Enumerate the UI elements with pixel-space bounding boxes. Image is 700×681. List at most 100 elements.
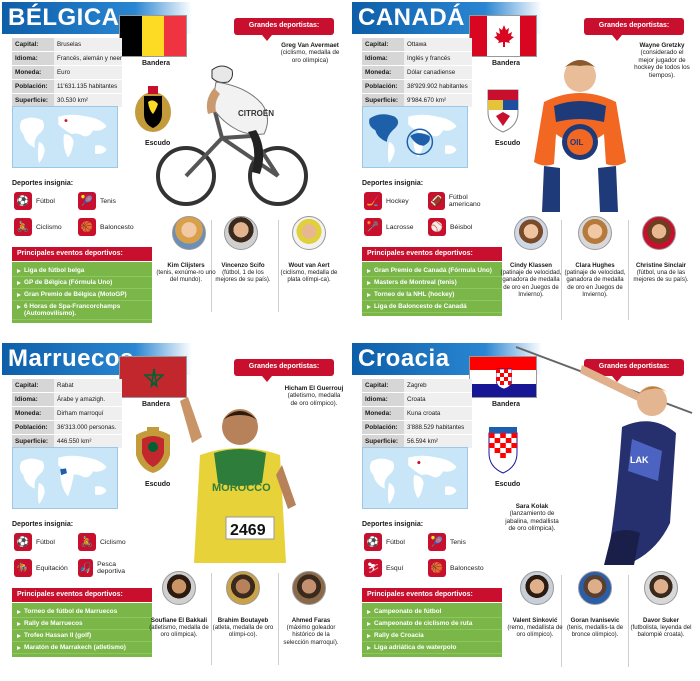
info-key: Población: <box>362 421 404 434</box>
tennis-racket-icon: 🎾 <box>78 192 96 210</box>
athlete-desc: (remo, medallista de oro olímpico). <box>507 624 563 639</box>
sport-label: Tenis <box>100 197 116 205</box>
info-key: Capital: <box>12 38 54 51</box>
info-key: Idioma: <box>362 52 404 65</box>
athletes-heading: Grandes deportistas: <box>584 359 684 382</box>
sport-item: 🚴 Ciclismo <box>78 533 126 551</box>
sport-item: 🎣 Pesca deportiva <box>78 559 138 577</box>
athlete-desc: (patinaje de velocidad, ganadora de meda… <box>564 269 626 298</box>
horse-riding-icon: 🏇 <box>14 559 32 577</box>
shield-label: Escudo <box>145 481 171 488</box>
info-value: 11'631.135 habitantes <box>54 80 122 93</box>
info-value: 30.530 km² <box>54 94 122 107</box>
athlete-caption: Valent Sinković (remo, medallista de oro … <box>504 617 566 639</box>
sport-item: 🏇 Equitación <box>14 559 68 577</box>
hockey-icon: 🏒 <box>364 192 382 210</box>
athlete-caption: Ahmed Faras (máximo goleador histórico de… <box>280 617 342 646</box>
event-item: Masters de Montreal (tenis) <box>362 277 502 290</box>
athlete-desc: (tenis, medallis-ta de bronce olímpico). <box>566 624 624 639</box>
info-value: Rabat <box>54 379 122 392</box>
divider <box>211 220 212 312</box>
world-map-icon <box>362 106 468 168</box>
info-key: Capital: <box>12 379 54 392</box>
divider <box>561 575 562 667</box>
athlete-caption: Clara Hughes (patinaje de velocidad, gana… <box>564 262 626 298</box>
hero-name: Wayne Gretzky <box>639 42 685 49</box>
info-key: Población: <box>362 80 404 93</box>
svg-text:LAK: LAK <box>630 455 649 465</box>
sport-label: Ciclismo <box>100 538 126 546</box>
info-key: Superficie: <box>362 94 404 107</box>
checkerboard-shield-icon <box>496 368 512 389</box>
info-value: 36'313.000 personas. <box>54 421 122 434</box>
coat-of-arms-icon <box>135 86 171 132</box>
events-list: Campeonato de fútbol Campeonato de cicli… <box>362 603 502 658</box>
athlete-photo <box>514 216 548 250</box>
sport-label: Fútbol <box>386 538 405 546</box>
basketball-icon: 🏀 <box>78 218 96 236</box>
sport-item: 🚴 Ciclismo <box>14 218 62 236</box>
hero-caption: Hicham El Guerrouj (atletismo, medalla de… <box>284 385 344 407</box>
info-row: Capital: Rabat <box>12 379 122 393</box>
info-row: Idioma: Croata <box>362 393 472 407</box>
sport-label: Ciclismo <box>36 223 62 231</box>
sport-item: ⛷ Esquí <box>364 559 403 577</box>
javelin-thrower-hero-image: LAK <box>515 346 693 565</box>
info-table: Capital: Ottawa Idioma: Inglés y francés M… <box>362 38 472 108</box>
coat-of-arms-icon <box>136 427 170 473</box>
info-key: Moneda: <box>362 407 404 420</box>
athlete-name: Kim Clijsters <box>167 262 205 269</box>
hero-name: Greg Van Avermaet <box>281 42 339 49</box>
info-value: 446.550 km² <box>54 435 122 448</box>
athlete-desc: (fútbol, 1 de los mejores de su país). <box>215 269 271 284</box>
info-key: Moneda: <box>12 407 54 420</box>
hero-name: Hicham El Guerrouj <box>284 385 344 392</box>
cyclist-icon: 🚴 <box>14 218 32 236</box>
cyclist-icon: 🚴 <box>78 533 96 551</box>
country-panel-croacia: Croacia Bandera Escudo Capital: Zagreb Id… <box>352 343 698 681</box>
athlete-name: Clara Hughes <box>575 262 615 269</box>
athlete-caption: Vincenzo Scifo (fútbol, 1 de los mejores … <box>212 262 274 284</box>
info-key: Superficie: <box>12 94 54 107</box>
sport-label: Lacrosse <box>386 223 414 231</box>
athlete-name: Davor Suker <box>643 617 679 624</box>
sport-item: 🥍 Lacrosse <box>364 218 414 236</box>
sport-item: ⚽ Fútbol <box>14 533 55 551</box>
event-item: Torneo de fútbol de Marruecos <box>12 606 152 619</box>
athletes-heading: Grandes deportistas: <box>234 359 334 382</box>
flag-label: Bandera <box>142 60 171 67</box>
hero-caption: Wayne Gretzky (considerado el mejor jugad… <box>632 42 692 79</box>
info-key: Población: <box>12 80 54 93</box>
coat-of-arms-icon <box>487 89 519 133</box>
sport-label: Fútbol americano <box>448 194 481 208</box>
jersey-text: MOROCCO <box>212 482 271 494</box>
event-item: Campeonato de fútbol <box>362 606 502 619</box>
info-value: Croata <box>404 393 472 406</box>
sport-item: 🎾 Tenis <box>78 192 116 210</box>
svg-text:CITROËN: CITROËN <box>238 109 274 118</box>
athlete-caption: Kim Clijsters (tenis, exnúme-ro uno del m… <box>155 262 217 284</box>
hero-desc: (ciclismo, medalla de oro olímpica) <box>280 49 340 64</box>
athlete-photo <box>292 571 326 605</box>
info-value: Kuna croata <box>404 407 472 420</box>
info-row: Capital: Bruselas <box>12 38 122 52</box>
athlete-name: Valent Sinković <box>512 617 558 624</box>
info-value: Bruselas <box>54 38 122 51</box>
event-item: Rally de Marruecos <box>12 618 152 631</box>
athlete-desc: (atleta, medalla de oro olímpi-co). <box>212 624 274 639</box>
info-row: Población: 3'888.529 habitantes <box>362 421 472 435</box>
sport-label: Equitación <box>36 564 68 572</box>
info-value: Dirham marroquí <box>54 407 122 420</box>
divider <box>278 220 279 312</box>
info-value: Ottawa <box>404 38 472 51</box>
event-item: Campeonato de ciclismo de ruta <box>362 618 502 631</box>
shield-label: Escudo <box>495 481 521 488</box>
info-value: Árabe y amazigh. <box>54 393 122 406</box>
event-item: GP de Bélgica (Fórmula Uno) <box>12 277 152 290</box>
athlete-caption: Davor Suker (futbolista, leyenda del balo… <box>630 617 692 639</box>
athlete-caption: Wout van Aert (ciclismo, medalla de plata… <box>278 262 340 284</box>
athlete-photo <box>162 571 196 605</box>
athlete-caption: Goran Ivanisevic (tenis, medallis-ta de b… <box>564 617 626 639</box>
athlete-name: Christine Sinclair <box>635 262 687 269</box>
info-row: Población: 11'631.135 habitantes <box>12 80 122 94</box>
